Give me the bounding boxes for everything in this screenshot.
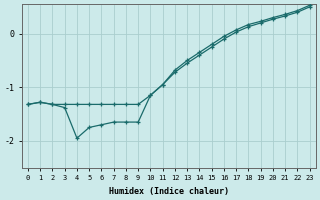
- X-axis label: Humidex (Indice chaleur): Humidex (Indice chaleur): [109, 187, 229, 196]
